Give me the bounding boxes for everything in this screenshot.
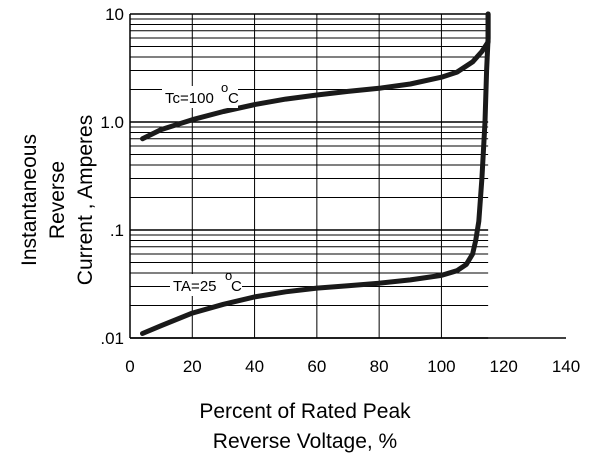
series-label-tc100-unit: C (228, 90, 239, 107)
x-tick-label: 60 (307, 357, 326, 376)
degree-symbol: o (225, 268, 232, 283)
series-label-tc100: Tc=100 o C (162, 80, 239, 108)
y-axis-title-line-1: Instantaneous (18, 134, 41, 266)
axes (129, 14, 566, 339)
y-axis-title: Instantaneous Reverse Current , Amperes (18, 115, 97, 285)
x-tick-label: 140 (552, 357, 580, 376)
series-label-tc100-text: Tc=100 (165, 90, 214, 107)
curve-tc100 (140, 11, 491, 142)
y-tick-label: .01 (100, 329, 124, 348)
y-tick-label: 1.0 (100, 113, 124, 132)
x-axis-title-line-1: Percent of Rated Peak (199, 400, 411, 423)
y-axis-title-line-3: Current , Amperes (74, 115, 97, 285)
x-tick-label: 40 (245, 357, 264, 376)
series-label-ta25-unit: C (231, 278, 242, 295)
x-tick-label: 80 (370, 357, 389, 376)
tick-labels: 0 20 40 60 80 100 120 140 10 1.0 .1 .01 (100, 5, 580, 376)
x-tick-label: 0 (125, 357, 134, 376)
degree-symbol: o (221, 80, 228, 95)
x-tick-label: 20 (183, 357, 202, 376)
series-label-ta25-text: TA=25 (173, 278, 217, 295)
x-axis-title-line-2: Reverse Voltage, % (212, 430, 398, 453)
y-tick-label: .1 (110, 221, 124, 240)
x-tick-label: 120 (490, 357, 518, 376)
y-tick-label: 10 (105, 5, 124, 24)
y-axis-title-line-2: Reverse (46, 161, 69, 239)
x-tick-label: 100 (427, 357, 455, 376)
curves (140, 11, 491, 336)
curve-ta25 (140, 11, 491, 336)
series-label-ta25: TA=25 o C (170, 268, 242, 296)
